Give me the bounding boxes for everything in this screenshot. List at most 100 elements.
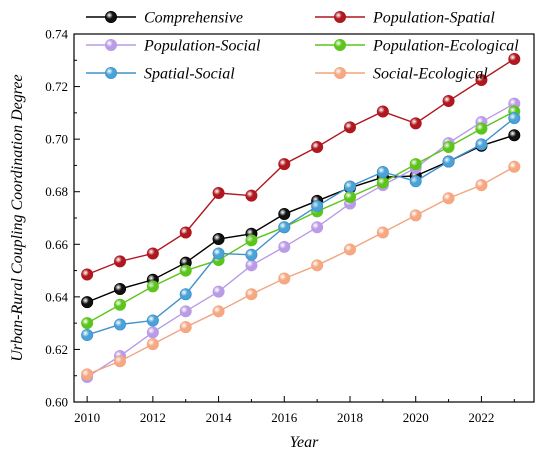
series-social-ecological bbox=[81, 160, 521, 381]
data-point-population-spatial-2016 bbox=[278, 158, 291, 171]
data-point-comprehensive-2016 bbox=[278, 208, 291, 221]
legend-swatch-marker bbox=[105, 67, 118, 80]
axes: 2010 2012 2014 2016 2018 2020 2022 0.60 0.62 0.64… bbox=[45, 27, 535, 425]
series-spatial-social bbox=[81, 112, 521, 341]
data-point-population-spatial-2022 bbox=[475, 74, 488, 87]
y-tick-label-0.66: 0.66 bbox=[45, 237, 68, 252]
legend-label-population-spatial: Population-Spatial bbox=[372, 10, 495, 27]
series-line-population-spatial bbox=[86, 58, 515, 276]
data-point-comprehensive-2011 bbox=[114, 282, 127, 295]
legend-item-population-ecological: Population-Ecological bbox=[315, 38, 519, 55]
data-point-spatial-social-2010 bbox=[81, 328, 94, 341]
x-tick-label-2020: 2020 bbox=[403, 410, 429, 425]
data-point-population-ecological-2020 bbox=[409, 158, 422, 171]
legend-item-social-ecological: Social-Ecological bbox=[315, 66, 488, 83]
data-point-population-ecological-2011 bbox=[114, 298, 127, 311]
legend-item-comprehensive: Comprehensive bbox=[86, 10, 243, 27]
x-axis-title: Year bbox=[290, 434, 320, 451]
data-point-population-spatial-2019 bbox=[376, 105, 389, 118]
legend-swatch-marker bbox=[333, 39, 346, 52]
data-point-comprehensive-2010 bbox=[81, 296, 94, 309]
data-point-social-ecological-2017 bbox=[311, 259, 324, 272]
legend-label-spatial-social: Spatial-Social bbox=[144, 66, 235, 83]
data-point-population-social-2013 bbox=[179, 305, 192, 318]
data-point-population-social-2017 bbox=[311, 221, 324, 234]
x-tick-label-2010: 2010 bbox=[74, 410, 100, 425]
data-point-population-spatial-2012 bbox=[146, 247, 159, 260]
data-point-spatial-social-2015 bbox=[245, 248, 258, 261]
data-point-spatial-social-2011 bbox=[114, 318, 127, 331]
data-point-population-ecological-2018 bbox=[343, 190, 356, 203]
data-point-social-ecological-2010 bbox=[81, 368, 94, 381]
data-point-population-spatial-2021 bbox=[442, 95, 455, 108]
y-tick-label-0.60: 0.60 bbox=[45, 395, 68, 410]
legend-swatch-marker bbox=[333, 67, 346, 80]
data-point-spatial-social-2014 bbox=[212, 247, 225, 260]
series-line-population-ecological bbox=[86, 110, 515, 324]
data-point-social-ecological-2018 bbox=[343, 243, 356, 256]
series-line-social-ecological bbox=[86, 166, 515, 376]
series-population-social bbox=[81, 97, 521, 384]
data-point-spatial-social-2023 bbox=[508, 112, 521, 125]
data-point-population-ecological-2012 bbox=[146, 280, 159, 293]
data-point-spatial-social-2019 bbox=[376, 165, 389, 178]
legend-label-population-social: Population-Social bbox=[143, 38, 261, 55]
data-point-spatial-social-2018 bbox=[343, 180, 356, 193]
data-point-population-spatial-2015 bbox=[245, 189, 258, 202]
y-tick-label-0.68: 0.68 bbox=[45, 184, 68, 199]
y-tick-label-0.62: 0.62 bbox=[45, 342, 68, 357]
y-tick-label-0.74: 0.74 bbox=[45, 27, 68, 42]
data-point-population-ecological-2021 bbox=[442, 141, 455, 154]
series-line-spatial-social bbox=[86, 117, 515, 336]
data-point-social-ecological-2016 bbox=[278, 272, 291, 285]
data-point-spatial-social-2013 bbox=[179, 288, 192, 301]
data-point-social-ecological-2015 bbox=[245, 288, 258, 301]
y-tick-label-0.70: 0.70 bbox=[45, 132, 68, 147]
data-point-population-ecological-2019 bbox=[376, 176, 389, 189]
series-population-spatial bbox=[81, 52, 521, 281]
data-point-population-social-2014 bbox=[212, 285, 225, 298]
legend-swatch-marker bbox=[333, 10, 346, 23]
data-point-population-social-2016 bbox=[278, 240, 291, 253]
data-point-population-ecological-2022 bbox=[475, 122, 488, 135]
data-point-social-ecological-2020 bbox=[409, 209, 422, 222]
data-point-population-ecological-2013 bbox=[179, 264, 192, 277]
data-point-social-ecological-2022 bbox=[475, 179, 488, 192]
data-point-comprehensive-2023 bbox=[508, 129, 521, 142]
x-tick-label-2014: 2014 bbox=[206, 410, 233, 425]
legend-label-comprehensive: Comprehensive bbox=[144, 10, 243, 27]
data-point-social-ecological-2013 bbox=[179, 321, 192, 334]
data-point-population-spatial-2020 bbox=[409, 117, 422, 130]
data-point-population-spatial-2011 bbox=[114, 255, 127, 268]
legend-label-social-ecological: Social-Ecological bbox=[373, 66, 488, 83]
legend-item-population-social: Population-Social bbox=[86, 38, 261, 55]
data-point-population-spatial-2014 bbox=[212, 187, 225, 200]
data-point-social-ecological-2011 bbox=[114, 355, 127, 368]
data-point-population-social-2012 bbox=[146, 326, 159, 339]
legend: Comprehensive Population-Spatial Populatio… bbox=[86, 10, 519, 83]
legend-item-population-spatial: Population-Spatial bbox=[315, 10, 495, 27]
x-tick-label-2018: 2018 bbox=[337, 410, 363, 425]
data-point-social-ecological-2021 bbox=[442, 192, 455, 205]
legend-swatch-marker bbox=[105, 39, 118, 52]
x-tick-label-2012: 2012 bbox=[140, 410, 166, 425]
series-layer bbox=[81, 52, 521, 384]
legend-swatch-marker bbox=[105, 10, 118, 23]
data-point-population-spatial-2010 bbox=[81, 268, 94, 281]
y-tick-label-0.72: 0.72 bbox=[45, 79, 68, 94]
data-point-social-ecological-2014 bbox=[212, 305, 225, 318]
data-point-social-ecological-2019 bbox=[376, 226, 389, 239]
y-axis-title: Urban-Rural Coupling Coordination Degree bbox=[9, 74, 26, 361]
x-tick-label-2022: 2022 bbox=[468, 410, 494, 425]
legend-item-spatial-social: Spatial-Social bbox=[86, 66, 235, 83]
data-point-population-social-2015 bbox=[245, 259, 258, 272]
data-point-spatial-social-2017 bbox=[311, 200, 324, 213]
data-point-population-ecological-2015 bbox=[245, 234, 258, 247]
data-point-spatial-social-2022 bbox=[475, 138, 488, 151]
legend-label-population-ecological: Population-Ecological bbox=[372, 38, 519, 55]
data-point-social-ecological-2023 bbox=[508, 160, 521, 173]
data-point-population-spatial-2018 bbox=[343, 121, 356, 134]
data-point-spatial-social-2016 bbox=[278, 221, 291, 234]
data-point-spatial-social-2021 bbox=[442, 155, 455, 168]
